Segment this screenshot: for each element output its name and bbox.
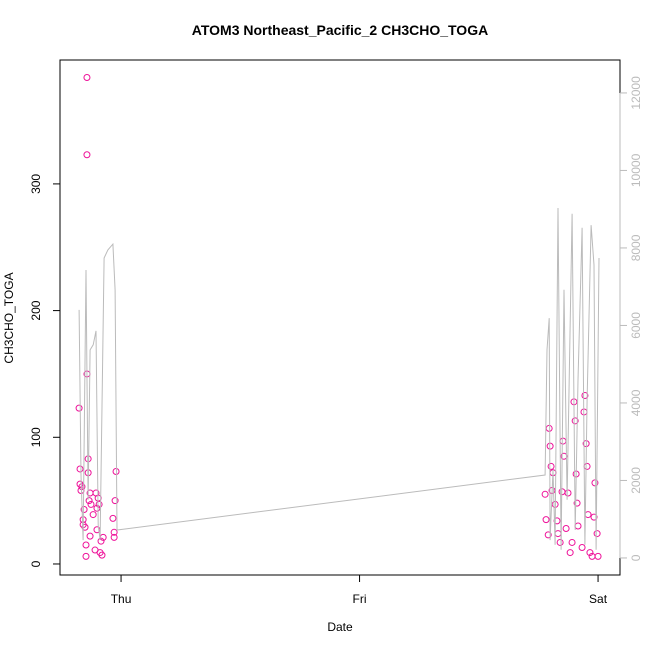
y2-tick-label: 12000 [629,76,643,110]
x-axis-label: Date [327,620,353,634]
data-point [571,417,579,425]
data-point [559,437,567,445]
y-tick-label: 300 [29,174,43,194]
data-point [110,528,118,536]
data-point [82,541,90,549]
data-point [98,551,106,559]
data-point [573,499,581,507]
data-point [83,73,91,81]
data-line [78,207,600,550]
data-point [110,533,118,541]
y-axis-label: CH3CHO_TOGA [2,272,16,363]
data-point [95,500,103,508]
data-point [593,530,601,538]
y2-tick-label: 8000 [629,234,643,261]
y-tick-label: 100 [29,427,43,447]
data-point [541,490,549,498]
data-point [581,391,589,399]
y2-tick-label: 10000 [629,153,643,187]
data-point [574,522,582,530]
data-point [564,489,572,497]
data-point [556,538,564,546]
data-point [82,552,90,560]
data-point [594,552,602,560]
data-point [89,511,97,519]
y-tick-label: 200 [29,300,43,320]
data-point [590,513,598,521]
y2-tick-label: 0 [629,554,643,561]
data-point [547,462,555,470]
data-point [85,497,93,505]
data-point [591,479,599,487]
data-point [544,531,552,539]
data-point [75,404,83,412]
data-point [554,530,562,538]
data-point [562,525,570,533]
data-point [578,544,586,552]
data-point [97,537,105,545]
data-point [87,500,95,508]
x-tick-label: Fri [353,592,367,606]
y2-tick-label: 4000 [629,389,643,416]
chart-title: ATOM3 Northeast_Pacific_2 CH3CHO_TOGA [192,22,488,38]
data-point [93,504,101,512]
data-point [109,514,117,522]
y2-tick-label: 6000 [629,312,643,339]
data-point [111,497,119,505]
data-point [83,151,91,159]
plot-box [59,59,621,576]
y2-tick-label: 2000 [629,467,643,494]
data-point [76,465,84,473]
data-point [81,523,89,531]
data-point [80,506,88,514]
data-point [86,532,94,540]
x-tick-label: Sat [589,592,608,606]
data-point [566,549,574,557]
x-tick-label: Thu [111,592,132,606]
y-tick-label: 0 [29,560,43,567]
data-point [542,516,550,524]
data-point [586,549,594,557]
data-point [568,538,576,546]
data-point [583,462,591,470]
data-point [584,511,592,519]
